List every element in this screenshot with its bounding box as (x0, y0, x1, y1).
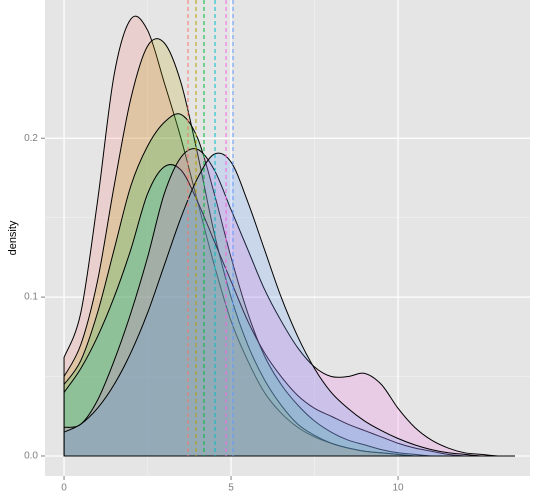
density-area (63, 148, 515, 457)
panel (45, 0, 530, 476)
x-tick-label: 0 (61, 483, 67, 494)
density-area (63, 164, 515, 457)
y-tick-label: 0.2 (24, 133, 38, 144)
y-tick-label: 0.0 (24, 451, 38, 462)
y-tick-label: 0.1 (24, 292, 38, 303)
x-tick-label: 5 (228, 483, 234, 494)
x-tick-label: 10 (392, 483, 404, 494)
density-area (63, 152, 515, 457)
y-axis-label: density (7, 220, 19, 255)
